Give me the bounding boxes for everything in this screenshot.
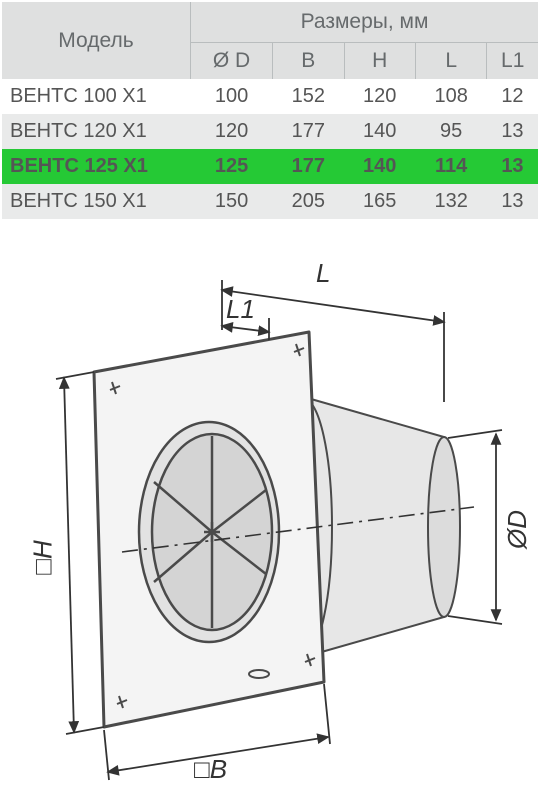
dim-label-l1: L1	[226, 294, 255, 325]
cell-model: ВЕНТС 150 Х1	[2, 184, 191, 219]
cell-model: ВЕНТС 120 Х1	[2, 114, 191, 149]
cell-l1: 13	[487, 149, 538, 184]
cell-d: 120	[191, 114, 273, 149]
cell-d: 125	[191, 149, 273, 184]
dim-label-h: □H	[28, 540, 59, 574]
table-row: ВЕНТС 120 Х1 120 177 140 95 13	[2, 114, 538, 149]
col-model: Модель	[2, 2, 191, 79]
cell-h: 140	[344, 149, 415, 184]
cell-h: 140	[344, 114, 415, 149]
cell-d: 100	[191, 79, 273, 114]
cell-b: 152	[273, 79, 344, 114]
cell-model: ВЕНТС 100 Х1	[2, 79, 191, 114]
cell-l: 132	[415, 184, 486, 219]
cell-model: ВЕНТС 125 Х1	[2, 149, 191, 184]
cell-l: 114	[415, 149, 486, 184]
col-dims: Размеры, мм	[191, 2, 539, 43]
cell-h: 165	[344, 184, 415, 219]
cell-h: 120	[344, 79, 415, 114]
cell-b: 177	[273, 149, 344, 184]
dimensions-table: Модель Размеры, мм Ø D B H L L1 ВЕНТС 10…	[2, 2, 538, 219]
col-l1: L1	[487, 43, 538, 80]
cell-l1: 13	[487, 114, 538, 149]
table-row-highlight: ВЕНТС 125 Х1 125 177 140 114 13	[2, 149, 538, 184]
cell-b: 205	[273, 184, 344, 219]
dim-label-b: □B	[194, 754, 227, 785]
table-row: ВЕНТС 100 Х1 100 152 120 108 12	[2, 79, 538, 114]
dim-label-d: ØD	[502, 510, 533, 549]
dim-label-l: L	[316, 258, 330, 289]
col-l: L	[415, 43, 486, 80]
col-b: B	[273, 43, 344, 80]
col-d: Ø D	[191, 43, 273, 80]
col-h: H	[344, 43, 415, 80]
cell-b: 177	[273, 114, 344, 149]
cell-d: 150	[191, 184, 273, 219]
product-diagram: L L1 □H ØD □B	[4, 252, 536, 797]
cell-l: 95	[415, 114, 486, 149]
cell-l1: 13	[487, 184, 538, 219]
cell-l: 108	[415, 79, 486, 114]
cell-l1: 12	[487, 79, 538, 114]
table-row: ВЕНТС 150 Х1 150 205 165 132 13	[2, 184, 538, 219]
